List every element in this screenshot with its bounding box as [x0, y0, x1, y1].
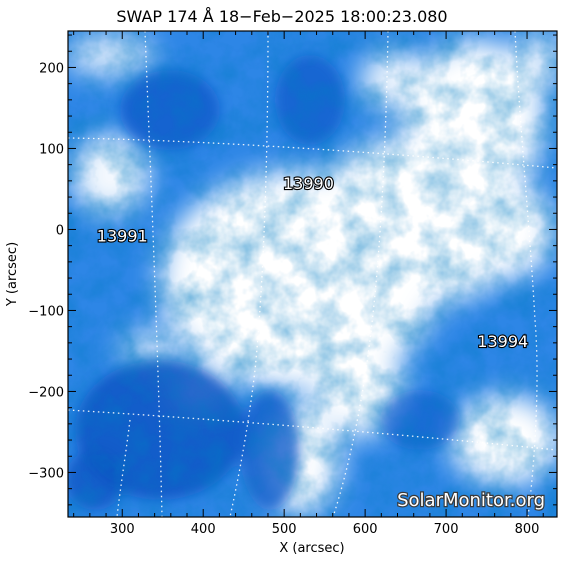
heliographic-grid — [68, 31, 557, 517]
plot-frame — [67, 30, 558, 518]
y-tick-label: 0 — [56, 223, 64, 238]
x-tick-label: 600 — [353, 522, 378, 537]
x-tick-label: 400 — [191, 522, 216, 537]
y-tick-label: −100 — [28, 304, 64, 319]
solarmonitor-watermark: SolarMonitor.org — [397, 490, 545, 511]
y-tick-label: 100 — [39, 142, 64, 157]
x-axis-label: X (arcsec) — [279, 541, 344, 556]
active-region-label: 13994 — [477, 332, 528, 351]
x-tick-label: 300 — [110, 522, 135, 537]
x-axis: 300 400 500 600 700 800 — [110, 31, 540, 537]
y-axis-label: Y (arcsec) — [5, 242, 20, 307]
x-tick-label: 800 — [515, 522, 540, 537]
solar-image — [68, 31, 557, 517]
active-region-labels: 13990 13991 13994 — [96, 173, 530, 352]
active-region-label: 13990 — [283, 174, 334, 193]
minor-ticks — [68, 31, 557, 517]
x-tick-label: 700 — [434, 522, 459, 537]
image-title: SWAP 174 Å 18−Feb−2025 18:00:23.080 — [116, 7, 447, 26]
y-tick-label: −200 — [28, 385, 64, 400]
active-region-label: 13991 — [97, 227, 148, 246]
y-tick-label: 200 — [39, 61, 64, 76]
x-tick-label: 500 — [272, 522, 297, 537]
y-tick-label: −300 — [28, 466, 64, 481]
y-axis: 200 100 0 −100 −200 −300 — [28, 61, 557, 481]
